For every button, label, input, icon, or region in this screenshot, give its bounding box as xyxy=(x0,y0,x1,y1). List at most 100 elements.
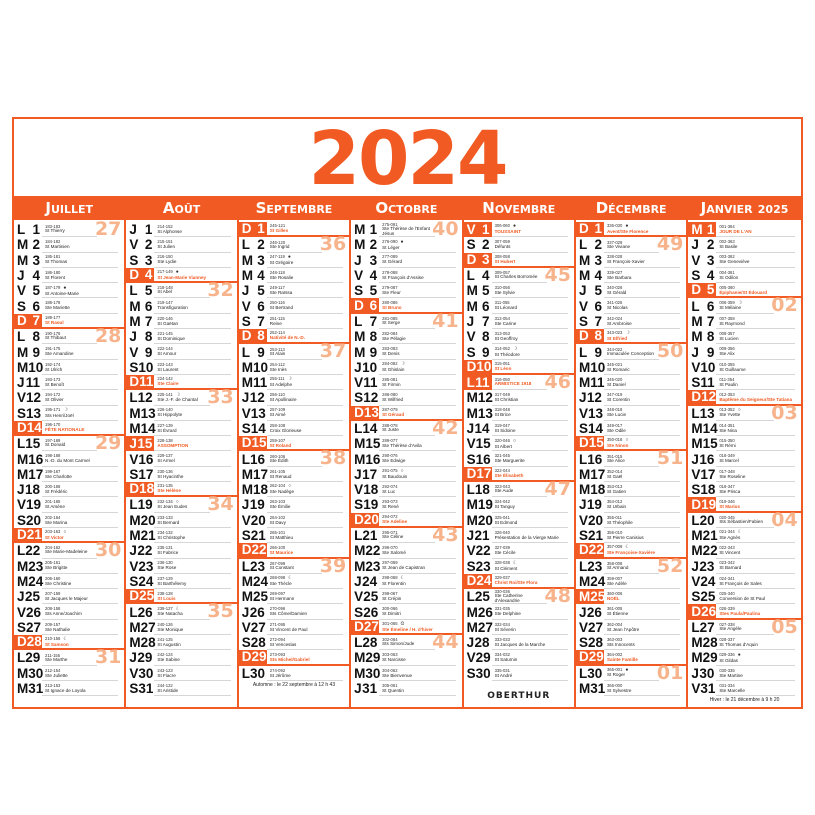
saint-name: St Benoît xyxy=(45,381,64,387)
day-row: M 14 014-351 Ste Nina xyxy=(688,421,800,437)
day-row: D 18 231-135 Ste Hélène xyxy=(126,481,237,498)
day-row: M 28 241-125 St Augustin xyxy=(126,635,236,651)
day-of-year-code: 351-015 xyxy=(607,454,659,459)
day-row: S 23 328-038 ☾ St Clément xyxy=(464,559,574,574)
weekday-letter: S xyxy=(578,421,588,436)
day-row: M 26 331-035 Ste Delphine xyxy=(464,604,574,620)
saint-name: St Thibaut xyxy=(45,335,66,341)
month-name: Janvier xyxy=(700,199,753,217)
saint-name: Défunts xyxy=(494,244,511,250)
day-count: 013-352 xyxy=(719,407,735,413)
day-of-year-code: 309-057 xyxy=(495,270,547,275)
weekday-letter: M xyxy=(354,329,366,345)
day-cell: M 20 xyxy=(126,513,155,528)
day-number: 20 xyxy=(587,512,603,528)
saint-name: Ste Roseline xyxy=(719,473,746,479)
day-cell: S 25 xyxy=(688,589,716,604)
saint-name: Ste Christine xyxy=(45,580,72,586)
day-row: L 27 027-338 Ste Angèle 05 xyxy=(688,617,800,636)
weekday-letter: J xyxy=(129,222,137,238)
day-row: M 9 191-175 Ste Amandine xyxy=(14,344,124,360)
day-count: 274-092 xyxy=(269,667,286,673)
day-row: S 11 011-354 St Paulin xyxy=(688,375,800,391)
day-info: 277-089 St Gérard xyxy=(379,253,456,268)
day-of-year-code: 291-075 ○ xyxy=(382,468,455,474)
day-number: 17 xyxy=(476,465,492,481)
day-of-year-code: 264-102 xyxy=(270,515,343,520)
weekday-letter: M xyxy=(691,436,703,452)
weekday-letter: M xyxy=(241,589,254,605)
saint-name: N.-D. du Mont Carmel xyxy=(45,458,90,464)
weekday-letter: V xyxy=(466,222,476,238)
day-row: V 23 236-130 Ste Rose xyxy=(126,559,236,574)
day-cell: J 21 xyxy=(464,528,492,543)
day-row: L 14 288-078 St Juste 42 xyxy=(351,418,461,437)
day-count: 014-351 xyxy=(719,422,735,428)
day-number: 2 xyxy=(32,237,40,253)
saint-name: St Géraud xyxy=(382,411,405,417)
weekday-letter: J xyxy=(354,252,362,268)
day-of-year-code: 298-068 ☾ xyxy=(382,575,455,581)
weekday-letter: M xyxy=(578,573,591,589)
day-number: 13 xyxy=(140,405,156,421)
day-number: 24 xyxy=(253,573,269,589)
weekday-letter: M xyxy=(17,359,29,375)
day-row: M 10 254-112 Ste Inès xyxy=(239,360,349,375)
saint-name: St Victor xyxy=(45,534,64,540)
day-cell: J 25 xyxy=(14,589,42,604)
weekday-letter: L xyxy=(241,237,251,253)
day-info: 028-337 St Thomas d'Aquin xyxy=(716,635,795,651)
day-of-year-code: 031-334 xyxy=(719,683,794,688)
day-count: 240-126 xyxy=(157,621,173,627)
saint-name: St Jean Eudes xyxy=(157,504,188,510)
saint-name: St Dimitri xyxy=(382,611,401,617)
saint-name: Sts Anne/Joachim xyxy=(45,611,82,617)
day-row: S 21 265-101 St Matthieu xyxy=(239,528,349,544)
day-cell: D 13 xyxy=(351,405,380,420)
saint-name: Transfiguration xyxy=(157,305,188,311)
day-of-year-code: 191-175 xyxy=(45,346,118,351)
day-info: 012-353 Baptême du Seigneur/Ste Tatiana xyxy=(716,390,794,403)
saint-name: Ste Agnès xyxy=(719,535,741,541)
day-of-year-code: 204-162 xyxy=(45,545,97,550)
day-of-year-code: 201-165 xyxy=(45,499,118,504)
day-row: J 9 009-356 Ste Alix xyxy=(688,344,800,360)
day-info: 219-147 Transfiguration xyxy=(154,298,231,314)
month-name: Novembre xyxy=(482,199,556,217)
day-of-year-code: 025-340 xyxy=(719,591,794,596)
day-number: 10 xyxy=(138,359,154,375)
saint-name: St Geoffroy xyxy=(494,335,518,341)
weekday-letter: J xyxy=(466,313,475,329)
saint-name: St Christian xyxy=(494,397,519,403)
weekday-letter: J xyxy=(354,466,362,482)
day-row: S 21 356-010 St Pierre Canisius xyxy=(576,528,686,544)
day-count: 226-140 xyxy=(157,407,173,413)
weekday-letter: S xyxy=(17,512,27,528)
day-info: 279-087 Ste Fleur xyxy=(379,283,456,299)
day-row: D 20 294-072 Ste Adeline xyxy=(351,512,462,528)
day-info: 365-001 ● St Roger xyxy=(603,666,660,681)
day-count: 195-171 xyxy=(45,406,61,412)
saint-name: St Antoine-Marie xyxy=(45,290,79,296)
saint-name: St Brice xyxy=(494,412,511,418)
moon-phase-icon: ○ xyxy=(625,437,629,444)
day-number: 4 xyxy=(257,268,265,284)
day-number: 1 xyxy=(32,222,40,238)
saint-name: St Albert xyxy=(494,443,512,449)
day-count: 225-141 xyxy=(157,392,173,398)
day-of-year-code: 332-034 xyxy=(495,622,568,627)
day-count: 303-063 xyxy=(382,652,398,658)
day-cell: M 20 xyxy=(464,513,493,528)
saint-name: Christ Roi/Ste Flora xyxy=(494,580,538,586)
week-number: 41 xyxy=(432,309,459,332)
weekday-letter: M xyxy=(17,252,29,268)
day-count: 206-160 xyxy=(45,575,61,581)
day-info: 320-046 ○ St Albert xyxy=(491,436,568,452)
day-cell: D 12 xyxy=(688,389,717,404)
saint-name: St Gaëtan xyxy=(157,320,179,326)
